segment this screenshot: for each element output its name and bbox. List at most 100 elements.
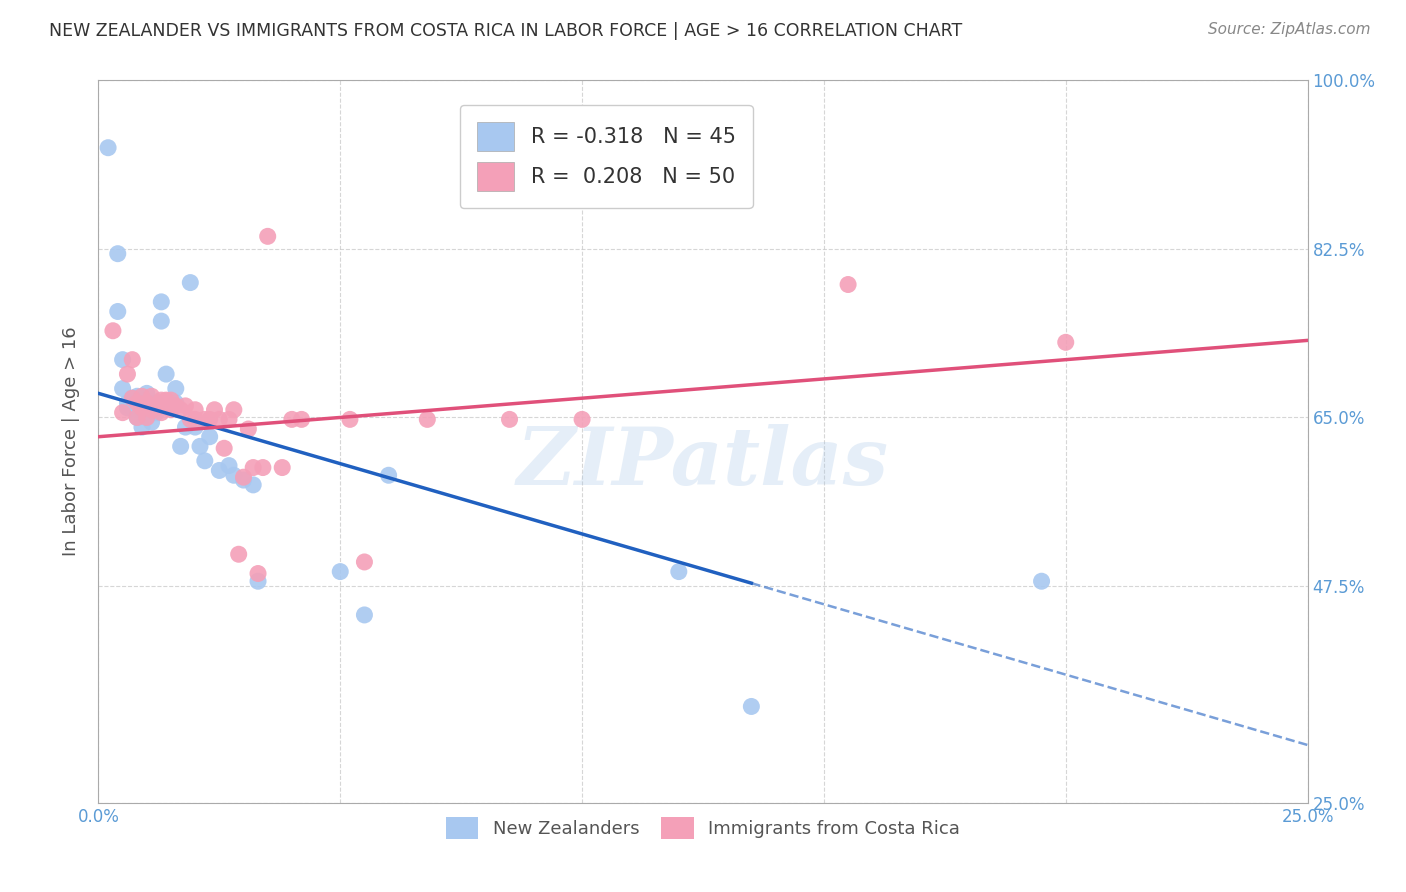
Point: [141, 402, 163, 417]
Point: [329, 565, 352, 579]
Point: [188, 439, 211, 453]
Point: [218, 458, 240, 473]
Point: [97, 141, 120, 155]
Point: [169, 439, 191, 453]
Point: [740, 699, 762, 714]
Point: [194, 412, 217, 426]
Point: [117, 367, 139, 381]
Point: [165, 396, 187, 410]
Point: [198, 412, 221, 426]
Point: [169, 402, 191, 417]
Point: [121, 391, 143, 405]
Point: [1031, 574, 1053, 589]
Point: [107, 304, 129, 318]
Point: [145, 396, 167, 410]
Point: [141, 415, 163, 429]
Point: [150, 314, 173, 328]
Point: [377, 468, 399, 483]
Point: [160, 401, 183, 415]
Point: [165, 399, 187, 413]
Point: [271, 460, 294, 475]
Point: [135, 386, 157, 401]
Legend: New Zealanders, Immigrants from Costa Rica: New Zealanders, Immigrants from Costa Ri…: [437, 808, 969, 848]
Point: [184, 412, 207, 426]
Point: [135, 406, 157, 420]
Point: [121, 401, 143, 415]
Point: [247, 566, 270, 581]
Point: [127, 410, 149, 425]
Point: [184, 420, 207, 434]
Point: [252, 460, 274, 475]
Point: [121, 352, 143, 367]
Point: [222, 468, 245, 483]
Point: [238, 422, 260, 436]
Point: [111, 382, 134, 396]
Point: [141, 401, 163, 415]
Point: [145, 401, 167, 415]
Point: [256, 229, 278, 244]
Point: [131, 401, 153, 415]
Point: [212, 442, 235, 456]
Point: [174, 399, 197, 413]
Point: [155, 394, 177, 409]
Point: [204, 402, 226, 417]
Point: [121, 391, 143, 405]
Point: [837, 277, 859, 292]
Point: [247, 574, 270, 589]
Point: [127, 396, 149, 410]
Point: [416, 412, 439, 426]
Point: [242, 478, 264, 492]
Point: [281, 412, 304, 426]
Point: [111, 352, 134, 367]
Point: [141, 389, 163, 403]
Point: [208, 463, 231, 477]
Y-axis label: In Labor Force | Age > 16: In Labor Force | Age > 16: [62, 326, 80, 557]
Point: [127, 410, 149, 425]
Point: [668, 565, 690, 579]
Point: [571, 412, 593, 426]
Point: [232, 470, 254, 484]
Point: [117, 396, 139, 410]
Text: ZIPatlas: ZIPatlas: [517, 425, 889, 502]
Point: [198, 430, 221, 444]
Point: [150, 294, 173, 309]
Point: [222, 402, 245, 417]
Point: [127, 389, 149, 403]
Point: [353, 555, 375, 569]
Point: [218, 412, 240, 426]
Point: [184, 402, 207, 417]
Point: [127, 401, 149, 415]
Point: [150, 406, 173, 420]
Point: [135, 396, 157, 410]
Point: [1054, 335, 1077, 350]
Point: [160, 402, 183, 417]
Point: [179, 412, 201, 426]
Point: [160, 393, 183, 408]
Point: [165, 382, 187, 396]
Point: [150, 393, 173, 408]
Point: [290, 412, 312, 426]
Point: [228, 547, 250, 561]
Point: [111, 406, 134, 420]
Point: [131, 420, 153, 434]
Point: [131, 401, 153, 415]
Point: [242, 460, 264, 475]
Point: [107, 246, 129, 260]
Point: [135, 410, 157, 425]
Point: [208, 412, 231, 426]
Text: NEW ZEALANDER VS IMMIGRANTS FROM COSTA RICA IN LABOR FORCE | AGE > 16 CORRELATIO: NEW ZEALANDER VS IMMIGRANTS FROM COSTA R…: [49, 22, 963, 40]
Point: [232, 473, 254, 487]
Point: [174, 420, 197, 434]
Point: [194, 454, 217, 468]
Point: [353, 607, 375, 622]
Text: Source: ZipAtlas.com: Source: ZipAtlas.com: [1208, 22, 1371, 37]
Point: [101, 324, 124, 338]
Point: [498, 412, 520, 426]
Point: [179, 276, 201, 290]
Point: [117, 401, 139, 415]
Point: [155, 367, 177, 381]
Point: [339, 412, 361, 426]
Point: [131, 389, 153, 403]
Point: [145, 406, 167, 420]
Point: [155, 393, 177, 408]
